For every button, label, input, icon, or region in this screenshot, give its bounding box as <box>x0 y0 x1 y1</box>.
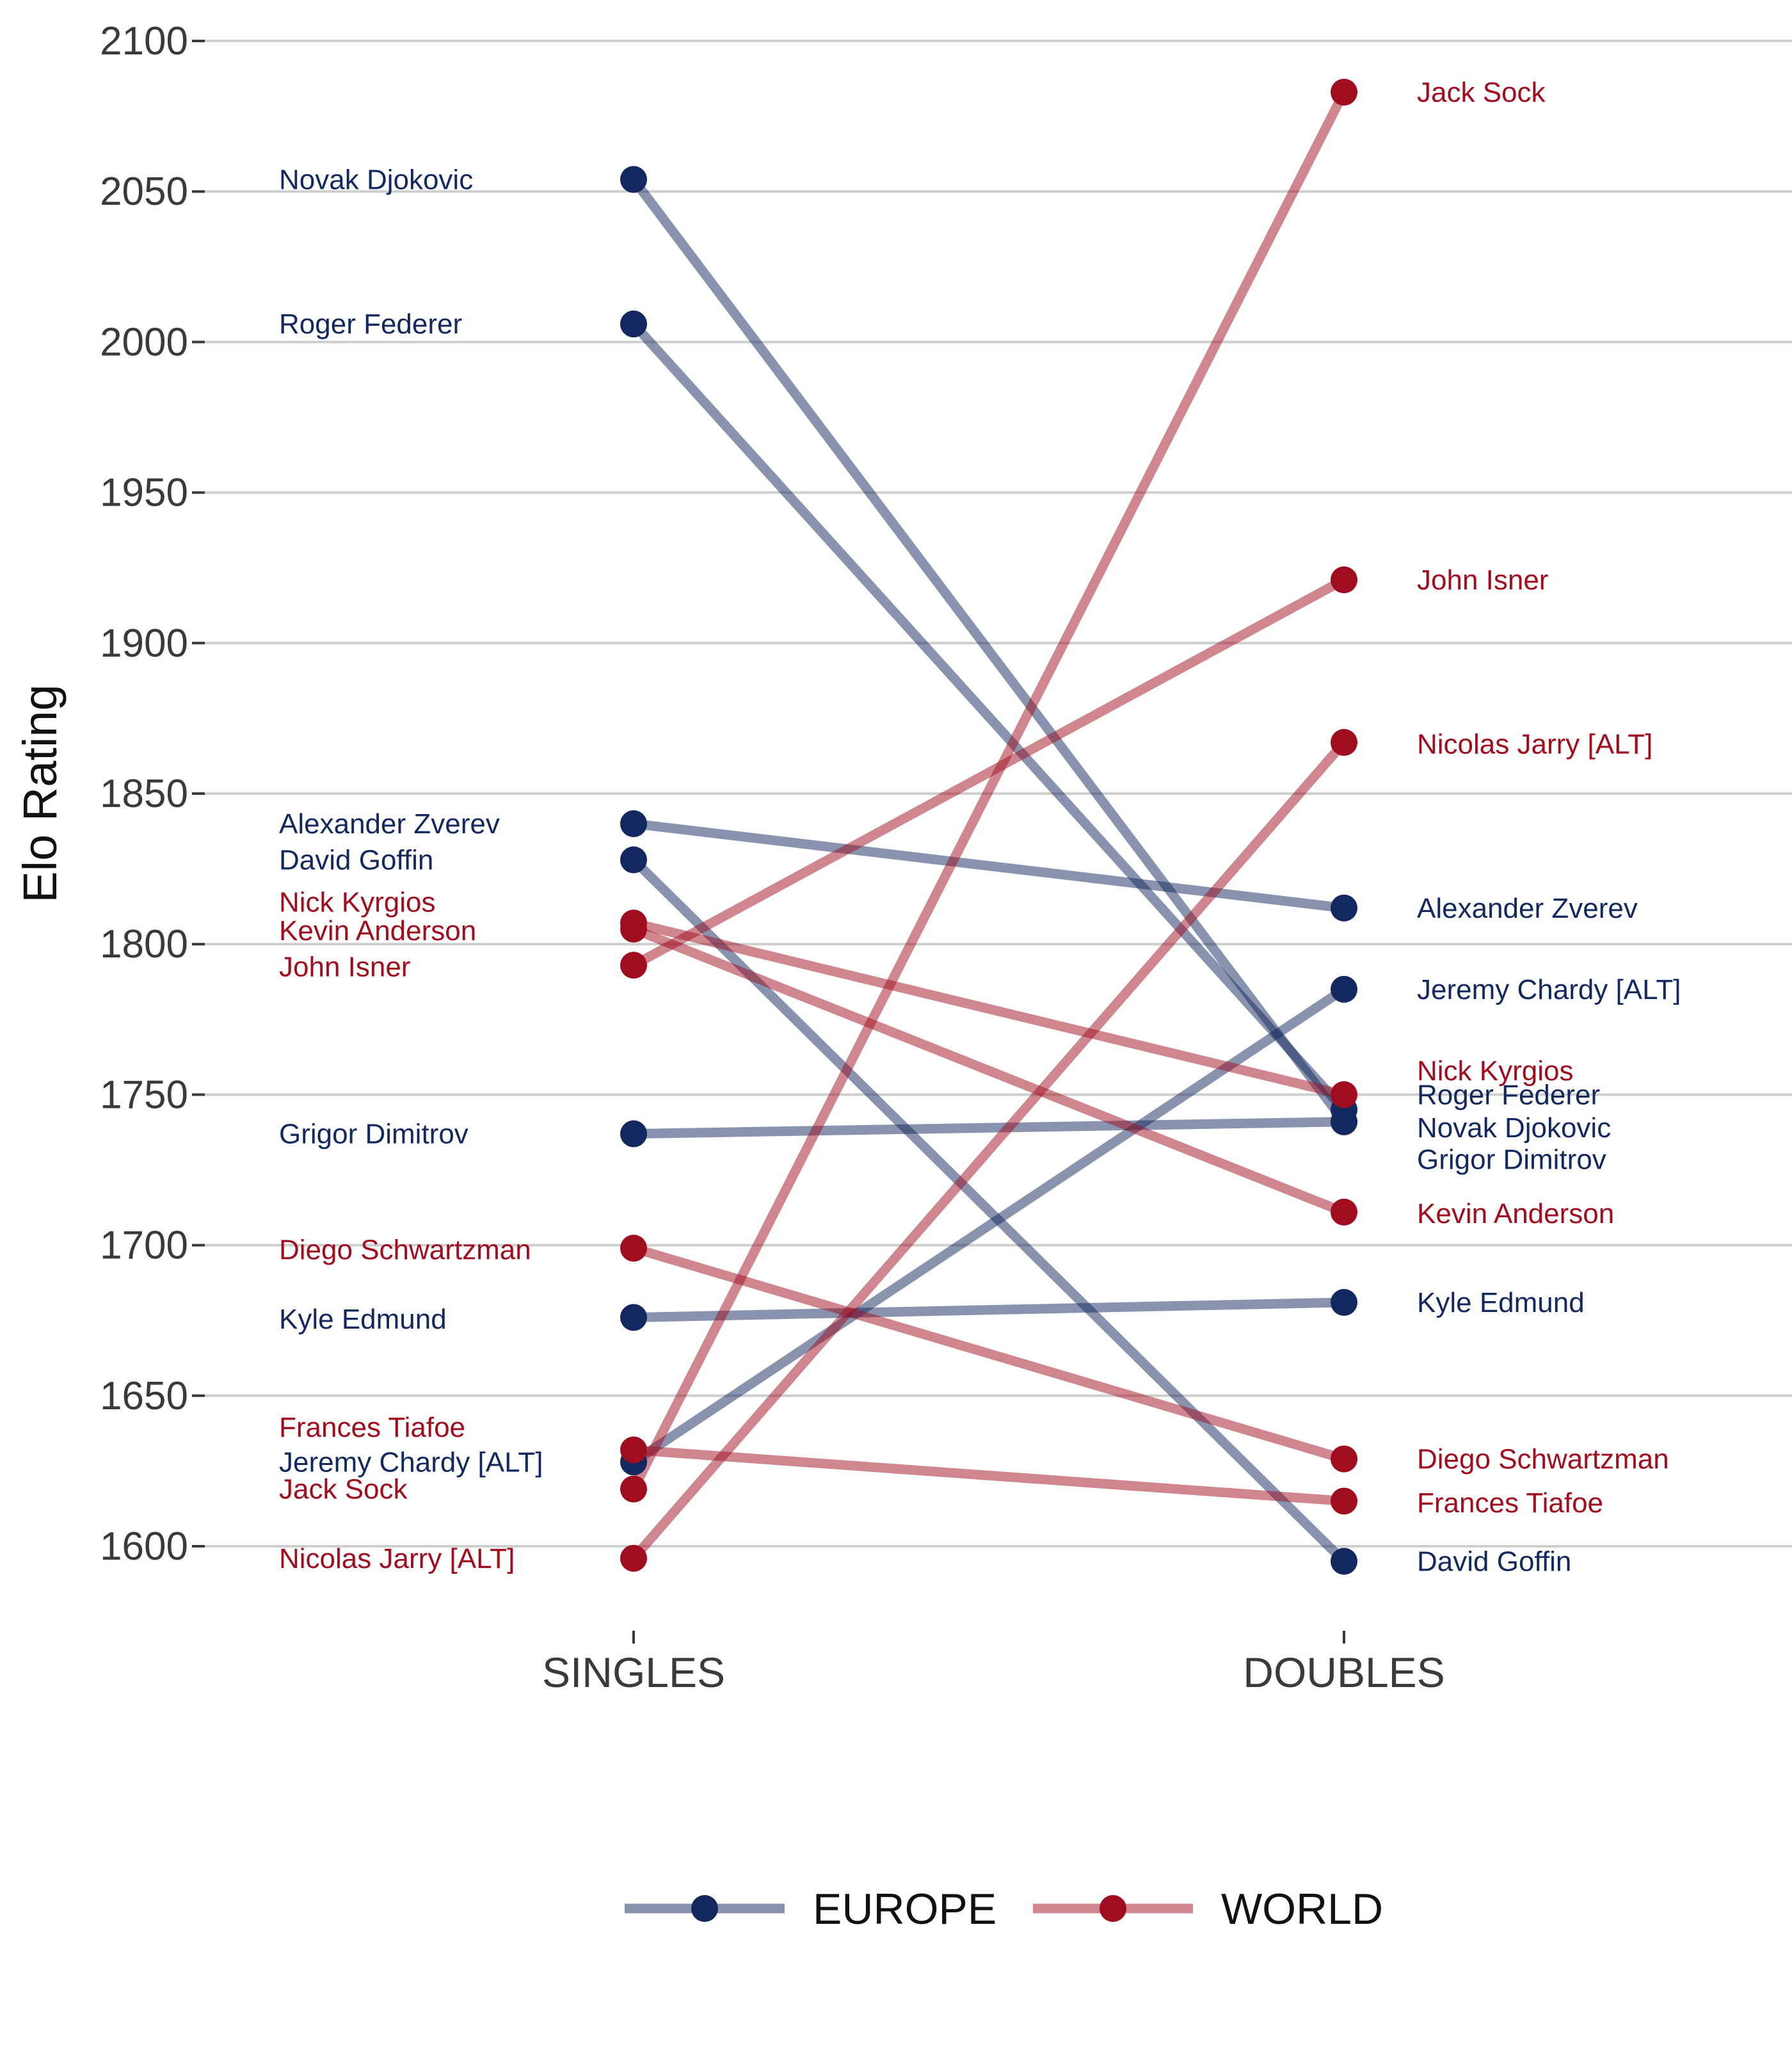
data-points <box>620 78 1357 1575</box>
y-tick-label-1650: 1650 <box>100 1374 188 1418</box>
x-tick-label-singles: SINGLES <box>542 1649 725 1696</box>
point-doubles-diego-schwartzman <box>1331 1445 1357 1473</box>
point-singles-jack-sock <box>620 1475 647 1503</box>
label-doubles-nick-kyrgios: Nick Kyrgios <box>1417 1055 1574 1087</box>
label-singles-nicolas-jarry-alt: Nicolas Jarry [ALT] <box>279 1543 515 1574</box>
slope-line-jack-sock <box>629 90 1348 1492</box>
slope-line-john-isner <box>631 575 1347 970</box>
slope-line-frances-tiafoe <box>633 1444 1345 1506</box>
label-singles-john-isner: John Isner <box>279 951 410 982</box>
legend-marker-europe <box>691 1895 718 1922</box>
x-tick-label-doubles: DOUBLES <box>1243 1649 1444 1696</box>
label-doubles-john-isner: John Isner <box>1417 564 1548 596</box>
point-singles-david-goffin <box>620 846 647 874</box>
slope-line-kevin-anderson <box>632 924 1346 1217</box>
point-singles-kevin-anderson <box>620 915 647 943</box>
point-doubles-nicolas-jarry-alt <box>1331 729 1357 756</box>
label-singles-kevin-anderson: Kevin Anderson <box>279 915 476 947</box>
legend-label-europe: EUROPE <box>813 1885 996 1933</box>
label-doubles-nicolas-jarry-alt: Nicolas Jarry [ALT] <box>1417 728 1652 760</box>
label-singles-jeremy-chardy-alt: Jeremy Chardy [ALT] <box>279 1446 543 1478</box>
y-tick-label-1850: 1850 <box>100 772 188 816</box>
point-singles-alexander-zverev <box>620 810 647 838</box>
y-tick-label-2000: 2000 <box>100 320 188 364</box>
point-doubles-jeremy-chardy-alt <box>1331 975 1357 1003</box>
x-axis: SINGLES DOUBLES <box>542 1631 1445 1696</box>
point-doubles-jack-sock <box>1331 78 1357 106</box>
label-doubles-alexander-zverev: Alexander Zverev <box>1417 893 1638 924</box>
point-doubles-frances-tiafoe <box>1331 1487 1357 1515</box>
y-axis: 1600 1650 1700 1750 1800 1850 1900 1950 2000 2050… <box>13 19 205 1569</box>
slope-line-jeremy-chardy-alt <box>630 985 1347 1466</box>
label-singles-grigor-dimitrov: Grigor Dimitrov <box>279 1119 468 1150</box>
y-tick-label-1600: 1600 <box>100 1524 188 1569</box>
point-doubles-david-goffin <box>1331 1548 1357 1575</box>
label-doubles-jeremy-chardy-alt: Jeremy Chardy [ALT] <box>1417 974 1681 1005</box>
label-singles-novak-djokovic: Novak Djokovic <box>279 164 473 195</box>
point-singles-john-isner <box>620 952 647 979</box>
label-doubles-david-goffin: David Goffin <box>1417 1546 1571 1578</box>
y-axis-title: Elo Rating <box>13 684 67 902</box>
y-tick-label-2100: 2100 <box>100 19 188 63</box>
point-doubles-kyle-edmund <box>1331 1288 1357 1316</box>
label-doubles-novak-djokovic: Novak Djokovic <box>1417 1112 1611 1144</box>
point-doubles-grigor-dimitrov <box>1331 1108 1357 1135</box>
y-tick-label-1750: 1750 <box>100 1073 188 1117</box>
point-doubles-john-isner <box>1331 566 1357 594</box>
slope-line-diego-schwartzman <box>632 1244 1346 1464</box>
label-singles-jack-sock: Jack Sock <box>279 1474 408 1505</box>
point-singles-nicolas-jarry-alt <box>620 1544 647 1572</box>
point-singles-diego-schwartzman <box>620 1235 647 1262</box>
slope-line-alexander-zverev <box>633 819 1345 913</box>
label-singles-diego-schwartzman: Diego Schwartzman <box>279 1235 531 1266</box>
label-singles-frances-tiafoe: Frances Tiafoe <box>279 1412 465 1443</box>
y-tick-label-1700: 1700 <box>100 1224 188 1268</box>
slope-line-novak-djokovic <box>630 176 1348 1125</box>
label-singles-nick-kyrgios: Nick Kyrgios <box>279 886 436 918</box>
label-doubles-diego-schwartzman: Diego Schwartzman <box>1417 1444 1669 1475</box>
label-doubles-grigor-dimitrov: Grigor Dimitrov <box>1417 1144 1606 1176</box>
label-doubles-kevin-anderson: Kevin Anderson <box>1417 1198 1614 1229</box>
slope-line-nick-kyrgios <box>632 918 1345 1100</box>
y-tick-label-2050: 2050 <box>100 170 188 214</box>
y-tick-label-1950: 1950 <box>100 471 188 515</box>
legend-marker-world <box>1100 1895 1126 1922</box>
point-singles-novak-djokovic <box>620 166 647 193</box>
label-singles-kyle-edmund: Kyle Edmund <box>279 1304 447 1335</box>
point-doubles-nick-kyrgios <box>1331 1081 1357 1108</box>
label-singles-roger-federer: Roger Federer <box>279 308 462 340</box>
point-singles-kyle-edmund <box>620 1304 647 1331</box>
point-doubles-alexander-zverev <box>1331 894 1357 922</box>
gridlines <box>205 40 1792 1548</box>
label-doubles-jack-sock: Jack Sock <box>1417 77 1546 108</box>
legend: EUROPE WORLD <box>625 1885 1383 1933</box>
slope-line-kyle-edmund <box>633 1297 1345 1322</box>
label-singles-david-goffin: David Goffin <box>279 844 433 876</box>
point-singles-roger-federer <box>620 310 647 338</box>
point-doubles-kevin-anderson <box>1331 1198 1357 1226</box>
label-doubles-frances-tiafoe: Frances Tiafoe <box>1417 1487 1603 1519</box>
label-doubles-roger-federer: Roger Federer <box>1417 1079 1600 1110</box>
point-singles-grigor-dimitrov <box>620 1120 647 1148</box>
slope-line-nicolas-jarry-alt <box>630 739 1348 1562</box>
series-lines <box>629 90 1348 1565</box>
label-doubles-kyle-edmund: Kyle Edmund <box>1417 1287 1585 1318</box>
slope-line-roger-federer <box>630 321 1348 1113</box>
legend-label-world: WORLD <box>1221 1885 1383 1933</box>
label-singles-alexander-zverev: Alexander Zverev <box>279 808 500 840</box>
y-tick-label-1800: 1800 <box>100 922 188 966</box>
point-singles-frances-tiafoe <box>620 1436 647 1464</box>
y-tick-label-1900: 1900 <box>100 621 188 666</box>
slope-line-grigor-dimitrov <box>633 1117 1345 1139</box>
